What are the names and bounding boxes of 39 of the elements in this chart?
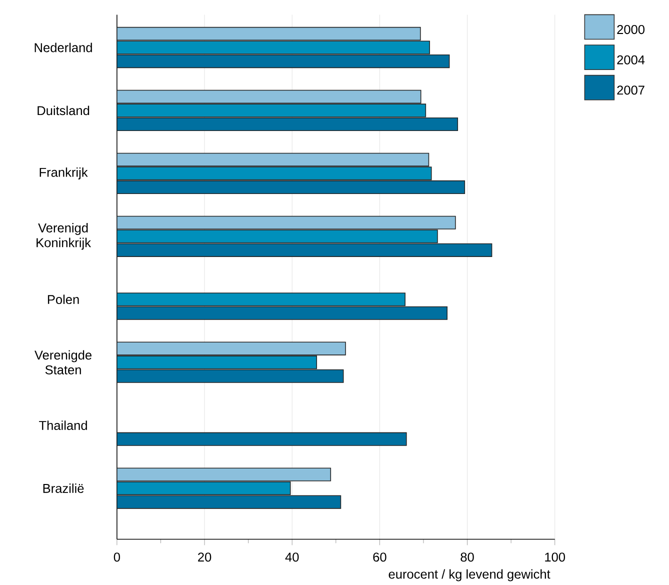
y-tick-label: Verenigde Staten	[34, 350, 92, 374]
bar	[116, 243, 492, 257]
bar	[116, 355, 318, 369]
y-tick-label: Duitsland	[38, 106, 90, 115]
y-tick-label: Frankrijk	[40, 167, 88, 180]
legend-label: 2000	[617, 24, 645, 34]
bar	[116, 229, 438, 243]
y-tick-label: Polen	[48, 294, 79, 304]
x-tick-label: 20	[198, 552, 212, 562]
y-tick-label: Verenigd Koninkrijk	[36, 222, 92, 250]
legend-label: 2007	[617, 85, 644, 94]
bar	[116, 90, 422, 104]
bar	[116, 342, 346, 356]
x-tick-label: 80	[460, 552, 474, 562]
bar	[116, 467, 332, 482]
bar	[116, 103, 426, 118]
y-tick-label: Nederland	[34, 42, 92, 52]
bar	[116, 180, 466, 194]
x-tick-label: 60	[373, 552, 386, 562]
bar	[116, 495, 342, 509]
x-tick-label: 100	[545, 552, 566, 562]
bar	[116, 216, 456, 230]
bar	[116, 26, 421, 40]
bar	[116, 306, 448, 320]
bar	[116, 432, 407, 446]
bar	[116, 152, 430, 166]
x-tick-label: 40	[285, 552, 299, 562]
bar	[116, 117, 458, 131]
x-axis-title: eurocent / kg levend gewicht	[388, 569, 550, 581]
bar	[116, 54, 450, 68]
bar	[116, 481, 291, 495]
legend-label: 2004	[617, 55, 645, 64]
bar	[116, 292, 406, 306]
bar	[116, 40, 430, 54]
bar	[116, 166, 432, 180]
y-tick-label: Thailand	[39, 420, 87, 430]
y-tick-label: Brazilië	[43, 483, 84, 493]
x-tick-label: 0	[114, 552, 120, 562]
bar	[116, 369, 344, 383]
